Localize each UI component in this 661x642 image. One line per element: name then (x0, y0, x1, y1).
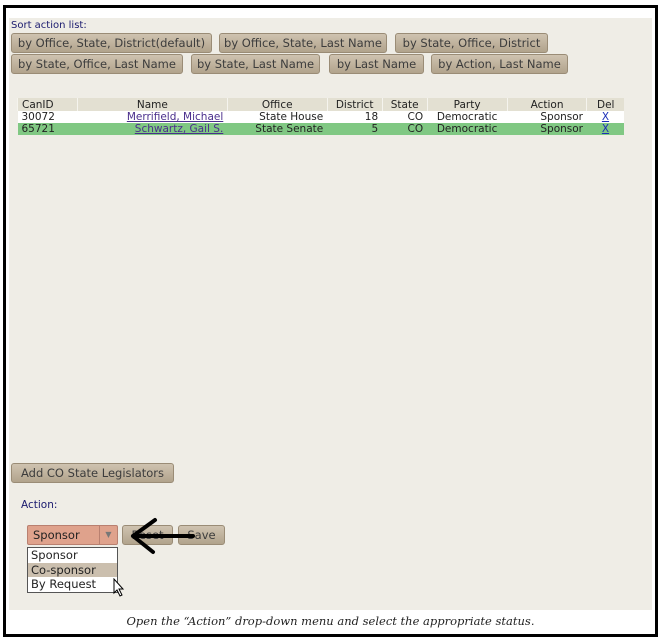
sort-office-state-district-button[interactable]: by Office, State, District(default) (11, 33, 212, 53)
cell-action: Sponsor (540, 123, 583, 135)
table-row[interactable]: 65721 Schwartz, Gail S. State Senate 5 C… (17, 123, 624, 135)
table-header: CanID Name Office District State Party A… (17, 98, 624, 111)
cell-district: 5 (371, 123, 379, 135)
action-select-value: Sponsor (33, 528, 80, 542)
cell-canid: 65721 (21, 123, 55, 135)
sort-state-office-district-button[interactable]: by State, Office, District (395, 33, 548, 53)
option-sponsor[interactable]: Sponsor (31, 548, 78, 562)
sort-lastname-button[interactable]: by Last Name (329, 54, 424, 74)
action-label: Action: (21, 499, 58, 511)
cell-party: Democratic (436, 123, 498, 135)
add-legislators-button[interactable]: Add CO State Legislators (11, 463, 174, 483)
screenshot-frame: Sort action list: by Office, State, Dist… (3, 5, 658, 637)
option-co-sponsor[interactable]: Co-sponsor (28, 562, 117, 577)
col-name[interactable]: Name (76, 98, 228, 111)
action-panel: Sort action list: by Office, State, Dist… (9, 18, 652, 610)
sort-label: Sort action list: (11, 20, 87, 31)
sort-action-lastname-button[interactable]: by Action, Last Name (431, 54, 568, 74)
table-row[interactable]: 30072 Merrifield, Michael State House 18… (17, 111, 624, 123)
cell-canid: 30072 (21, 111, 55, 123)
col-canid[interactable]: CanID (17, 98, 78, 111)
sort-state-office-lastname-button[interactable]: by State, Office, Last Name (11, 54, 183, 74)
candidate-link[interactable]: Merrifield, Michael (126, 111, 224, 123)
instruction-caption: Open the “Action” drop-down menu and sel… (126, 614, 535, 628)
cell-state: CO (407, 111, 424, 123)
col-del[interactable]: Del (586, 98, 624, 111)
delete-link[interactable]: X (601, 111, 610, 123)
cell-action: Sponsor (540, 111, 583, 123)
candidate-link[interactable]: Schwartz, Gail S. (134, 123, 224, 135)
col-district[interactable]: District (326, 98, 383, 111)
col-action[interactable]: Action (506, 98, 587, 111)
cell-office: State House (259, 111, 324, 123)
col-office[interactable]: Office (226, 98, 328, 111)
col-state[interactable]: State (381, 98, 428, 111)
arrow-left-icon (131, 518, 195, 554)
sort-office-state-lastname-button[interactable]: by Office, State, Last Name (219, 33, 387, 53)
col-party[interactable]: Party (426, 98, 508, 111)
action-table: CanID Name Office District State Party A… (17, 98, 624, 135)
cell-district: 18 (364, 111, 379, 123)
action-dropdown-list: Sponsor Co-sponsor By Request (27, 547, 118, 593)
cell-office: State Senate (255, 123, 324, 135)
action-select[interactable]: Sponsor ▼ (27, 525, 118, 545)
cell-state: CO (407, 123, 424, 135)
delete-link[interactable]: X (601, 123, 610, 135)
save-button[interactable]: Save (178, 525, 225, 545)
option-by-request[interactable]: By Request (31, 577, 97, 591)
cell-party: Democratic (436, 111, 498, 123)
sort-state-lastname-button[interactable]: by State, Last Name (191, 54, 320, 74)
chevron-down-icon: ▼ (99, 526, 117, 544)
mouse-cursor-icon (113, 578, 125, 597)
